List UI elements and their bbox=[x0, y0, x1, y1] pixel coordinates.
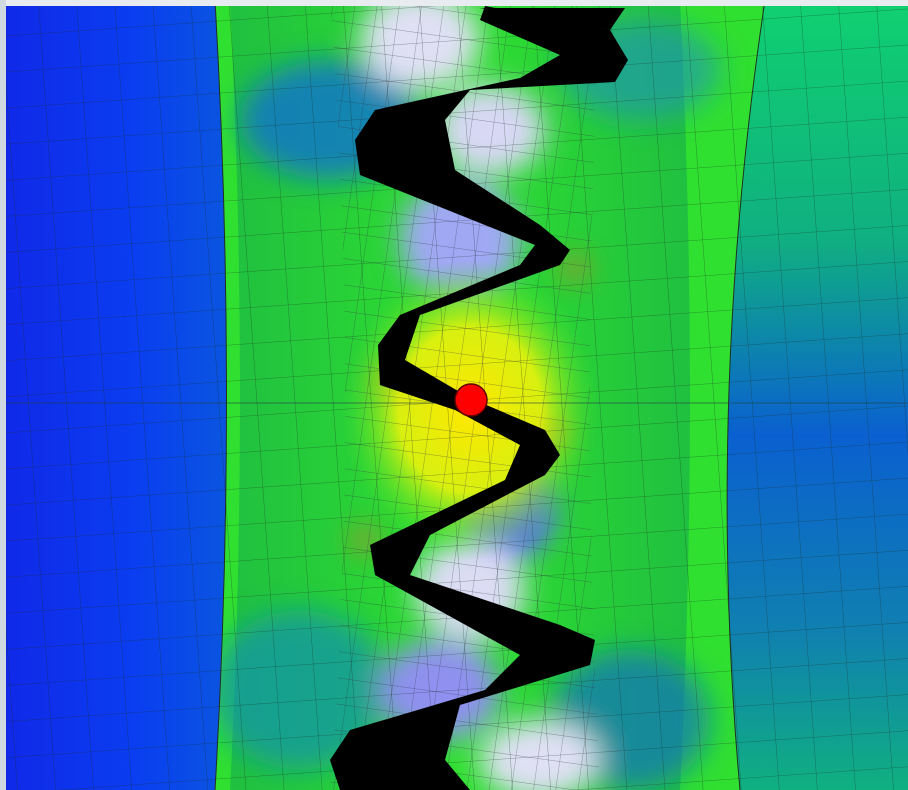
contact-point[interactable] bbox=[455, 384, 487, 416]
page bbox=[0, 0, 908, 790]
window-top-edge bbox=[0, 0, 908, 6]
window-left-edge bbox=[0, 0, 6, 790]
mesh-view bbox=[0, 0, 908, 790]
